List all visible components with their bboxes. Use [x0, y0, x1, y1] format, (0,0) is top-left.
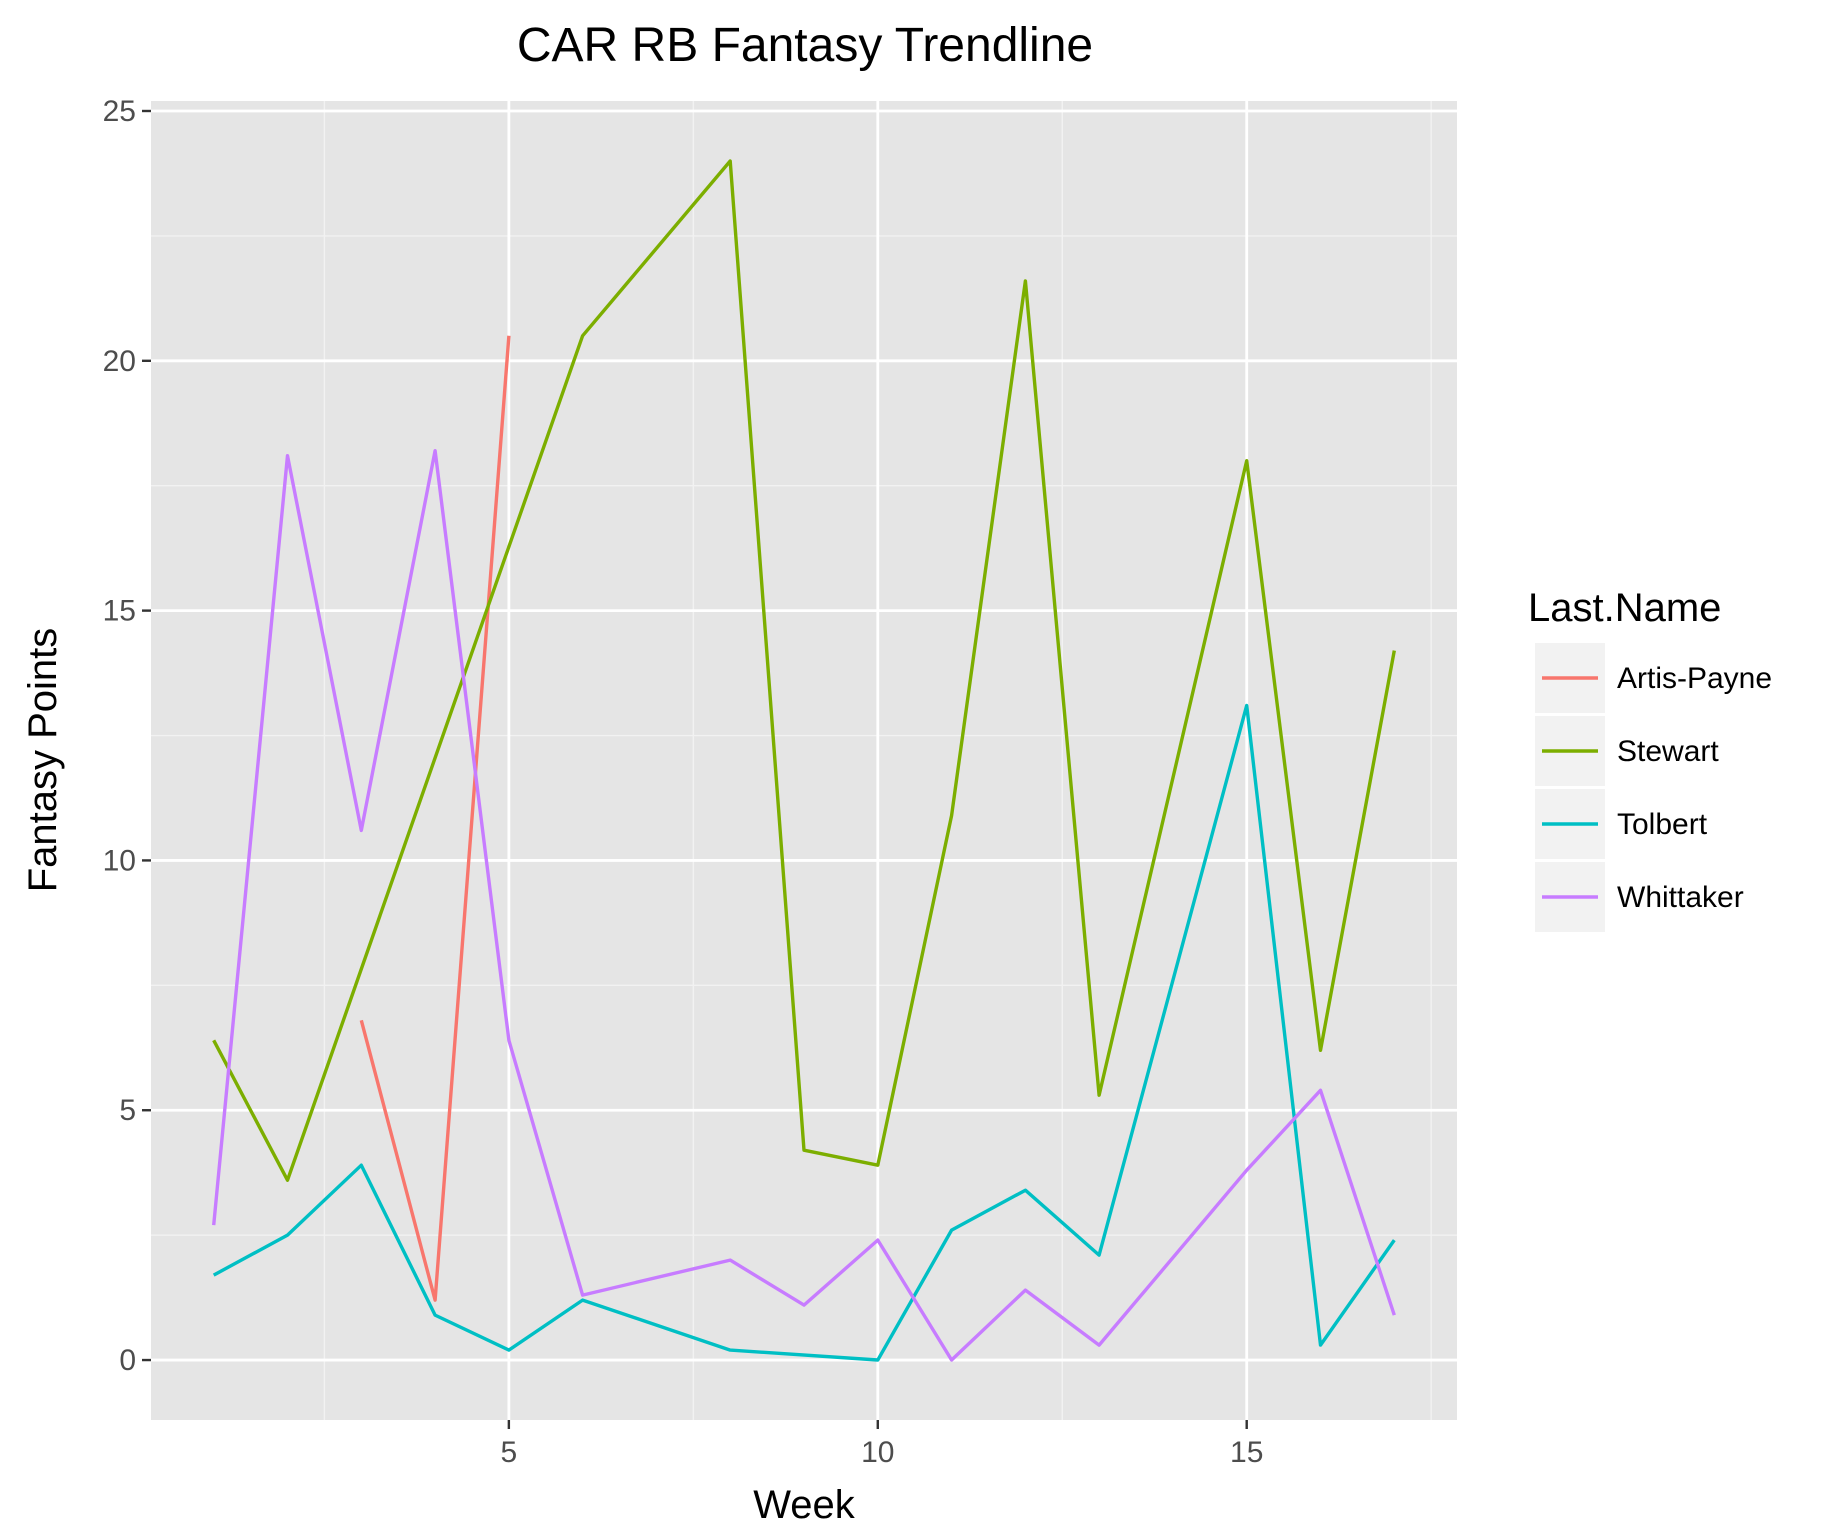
- series-line-whittaker: [212, 449, 1396, 1362]
- y-tick-label: 15: [103, 595, 136, 628]
- legend: Last.Name Artis-Payne Stewart Tolbert Whitt…: [1528, 586, 1772, 932]
- y-tick-label: 5: [119, 1094, 136, 1127]
- y-tick-label: 25: [103, 95, 136, 128]
- y-tick-label: 0: [119, 1344, 136, 1377]
- x-tick-label: 5: [501, 1436, 518, 1469]
- y-axis: 0 5 10 15 20 25: [103, 95, 151, 1377]
- x-axis: 5 10 15: [501, 1420, 1263, 1469]
- series-line-tolbert: [212, 703, 1396, 1362]
- x-axis-title: Week: [753, 1483, 856, 1527]
- x-tick-label: 15: [1230, 1436, 1263, 1469]
- legend-label: Whittaker: [1617, 881, 1744, 914]
- series-line-stewart: [212, 159, 1396, 1182]
- chart-title: CAR RB Fantasy Trendline: [517, 19, 1093, 72]
- major-gridlines: [151, 101, 1457, 1420]
- x-tick-label: 10: [861, 1436, 894, 1469]
- y-tick-label: 20: [103, 345, 136, 378]
- series-lines: [212, 159, 1396, 1362]
- legend-title: Last.Name: [1528, 586, 1721, 630]
- legend-label: Stewart: [1617, 735, 1719, 768]
- y-tick-label: 10: [103, 844, 136, 877]
- legend-items: Artis-Payne Stewart Tolbert Whittaker: [1535, 643, 1772, 932]
- y-axis-title: Fantasy Points: [21, 628, 65, 893]
- legend-label: Artis-Payne: [1617, 662, 1772, 695]
- series-line-artis-payne: [359, 335, 511, 1302]
- legend-label: Tolbert: [1617, 808, 1708, 841]
- plot-panel: [151, 101, 1457, 1420]
